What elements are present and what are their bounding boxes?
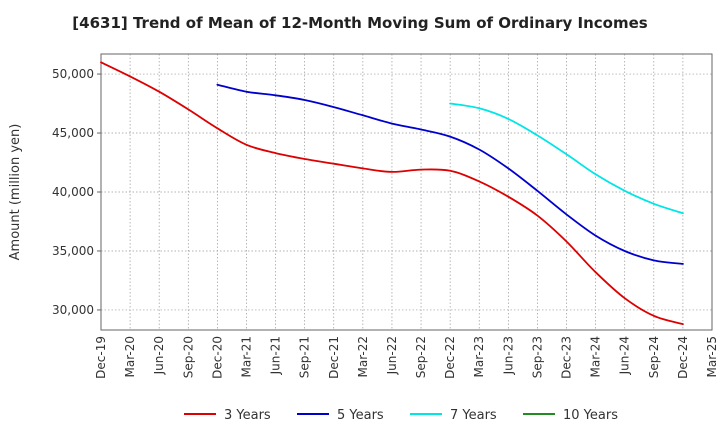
x-tick-label: Sep-20 [181,336,195,378]
y-axis-label: Amount (million yen) [8,124,23,261]
series-line-5-years [216,83,684,265]
chart-title: [4631] Trend of Mean of 12-Month Moving … [72,14,648,32]
legend-label-5-years: 5 Years [337,408,384,423]
x-tick-label: Sep-21 [298,336,312,378]
x-tick-label: Sep-23 [530,336,544,378]
legend-label-7-years: 7 Years [450,408,497,423]
x-tick-label: Jun-21 [269,336,283,375]
x-tick-label: Dec-24 [676,336,690,379]
grid-lines [100,54,713,330]
x-tick-label: Sep-22 [414,336,428,378]
x-tick-label: Mar-21 [239,336,253,377]
y-tick-label: 35,000 [52,244,94,258]
y-tick-label: 45,000 [52,126,94,140]
axis-ticks: Dec-19 Mar-20 Jun-20 Sep-20 Dec-20 Mar-21 Jun-… [52,67,719,379]
x-tick-label: Mar-20 [123,336,137,377]
x-tick-label: Dec-22 [443,336,457,379]
x-tick-label: Jun-22 [385,336,399,375]
x-tick-label: Mar-23 [472,336,486,377]
x-tick-label: Jun-20 [152,336,166,375]
x-tick-label: Mar-22 [356,336,370,377]
x-tick-label: Sep-24 [647,336,661,378]
x-tick-label: Dec-19 [94,336,108,379]
series-line-7-years [449,102,684,215]
legend: 3 Years 5 Years 7 Years 10 Years [184,408,618,423]
series-line-3-years [100,61,684,325]
x-tick-label: Jun-23 [501,336,515,375]
series-lines [100,61,684,325]
x-tick-label: Mar-25 [705,336,719,377]
legend-label-3-years: 3 Years [224,408,271,423]
x-tick-label: Jun-24 [618,336,632,375]
x-tick-label: Dec-20 [210,336,224,379]
y-tick-label: 30,000 [52,303,94,317]
x-tick-label: Dec-21 [327,336,341,379]
legend-label-10-years: 10 Years [563,408,618,423]
x-tick-label: Dec-23 [560,336,574,379]
y-tick-label: 40,000 [52,185,94,199]
x-tick-label: Mar-24 [589,336,603,377]
y-tick-label: 50,000 [52,67,94,81]
